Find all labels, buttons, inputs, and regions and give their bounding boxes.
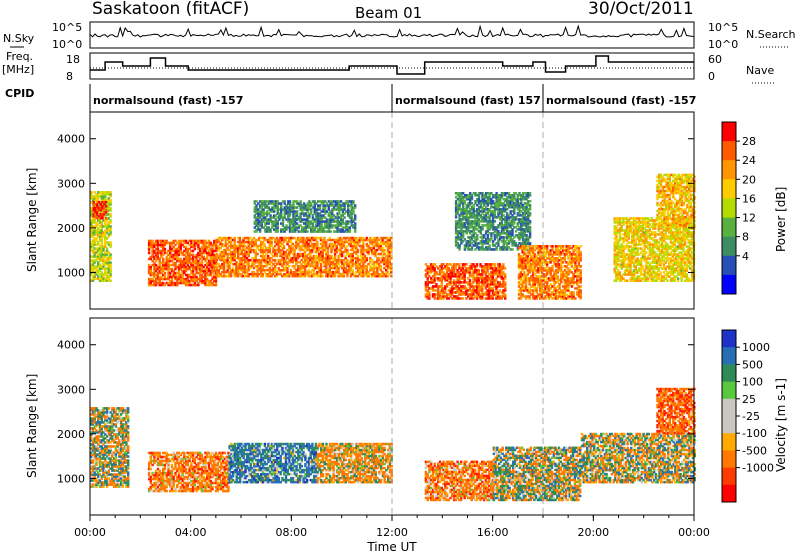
cpid-segment-label: normalsound (fast) 157 [395,94,541,107]
nsky-tick-high: 10^5 [52,21,82,34]
data-cell [299,200,301,203]
data-cell [502,263,504,266]
data-cell [504,293,506,296]
data-cell [354,214,356,217]
nsky-line [90,26,694,37]
data-cell [493,263,495,266]
data-cell [256,253,258,256]
data-cell [105,209,107,212]
station-title: Saskatoon (fitACF) [92,0,249,19]
data-cell [239,237,241,240]
data-cell [316,241,318,244]
nsky-right-tick-low: 10^0 [708,38,738,51]
date-title: 30/Oct/2011 [588,0,694,19]
data-cell [322,275,324,278]
freq-tick-high: 18 [66,53,80,66]
data-cell [476,263,478,266]
data-cell [380,265,382,268]
data-cell [162,258,164,261]
data-cell [465,263,467,266]
nave-label: Nave [746,64,774,77]
freq-trace [90,56,694,74]
data-cell [289,200,291,203]
data-cell [283,245,285,248]
data-cell [284,200,286,203]
data-cell [343,216,345,219]
data-cell [476,234,478,237]
nsky-label: N.Sky [3,32,35,45]
data-cell [109,253,111,256]
data-cell [109,279,111,282]
data-cell [462,297,464,300]
data-cell [109,219,111,222]
freq-unit-label: [MHz] [2,63,34,76]
data-cell [296,210,298,213]
data-cell [234,237,236,240]
data-cell [109,261,111,264]
data-cell [488,244,490,247]
nsky-right-tick-high: 10^5 [708,21,738,34]
nave-tick-low: 0 [708,70,715,83]
data-cell [354,222,356,225]
data-cell [504,267,506,270]
data-cell [109,207,111,210]
cpid-segment-label: normalsound (fast) -157 [93,94,243,107]
data-cell [529,204,531,207]
data-cell [329,230,331,233]
data-cell [105,201,107,204]
cpid-label: CPID [5,87,34,100]
data-cell [523,271,525,274]
freq-line [90,56,694,74]
data-cell [378,257,380,260]
nsky-tick-low: 10^0 [52,38,82,51]
data-cell [529,192,531,195]
freq-tick-low: 8 [66,70,73,83]
data-cell [494,220,496,223]
data-cell [529,220,531,223]
data-cell [274,259,276,262]
data-cell [478,269,480,272]
data-cell [105,205,107,208]
data-cell [263,243,265,246]
data-cell [428,291,430,294]
data-cell [105,217,107,220]
data-cell [529,200,531,203]
nave-tick-high: 60 [708,53,722,66]
data-cell [288,265,290,268]
data-cell [504,281,506,284]
data-cell [357,255,359,257]
data-cell [511,248,513,251]
data-cell [529,212,531,215]
data-cell [529,242,531,245]
data-cell [109,241,111,244]
nsearch-label: N.Search [746,28,796,41]
data-cell [109,225,111,228]
freq-label: Freq. [6,50,33,63]
data-cell [306,230,308,233]
data-cell [458,263,460,266]
data-cell [469,279,471,282]
data-cell [352,269,354,272]
data-cell [529,226,531,229]
data-cell [346,249,348,252]
data-cell [383,249,385,252]
beam-title: Beam 01 [355,4,422,22]
data-cell [366,257,368,260]
data-cell [106,247,108,250]
data-cell [323,237,325,240]
data-cell [164,248,166,251]
data-cell [504,273,506,276]
data-cell [109,213,111,216]
cpid-row: normalsound (fast) -157 normalsound (fast… [90,84,696,112]
data-cell [109,199,111,202]
data-cell [357,249,359,252]
cpid-segment-label: normalsound (fast) -157 [546,94,696,107]
nsky-trace [90,26,694,37]
data-cell [352,200,354,203]
data-cell [354,204,356,207]
data-cell [109,191,111,194]
data-cell [164,272,166,275]
